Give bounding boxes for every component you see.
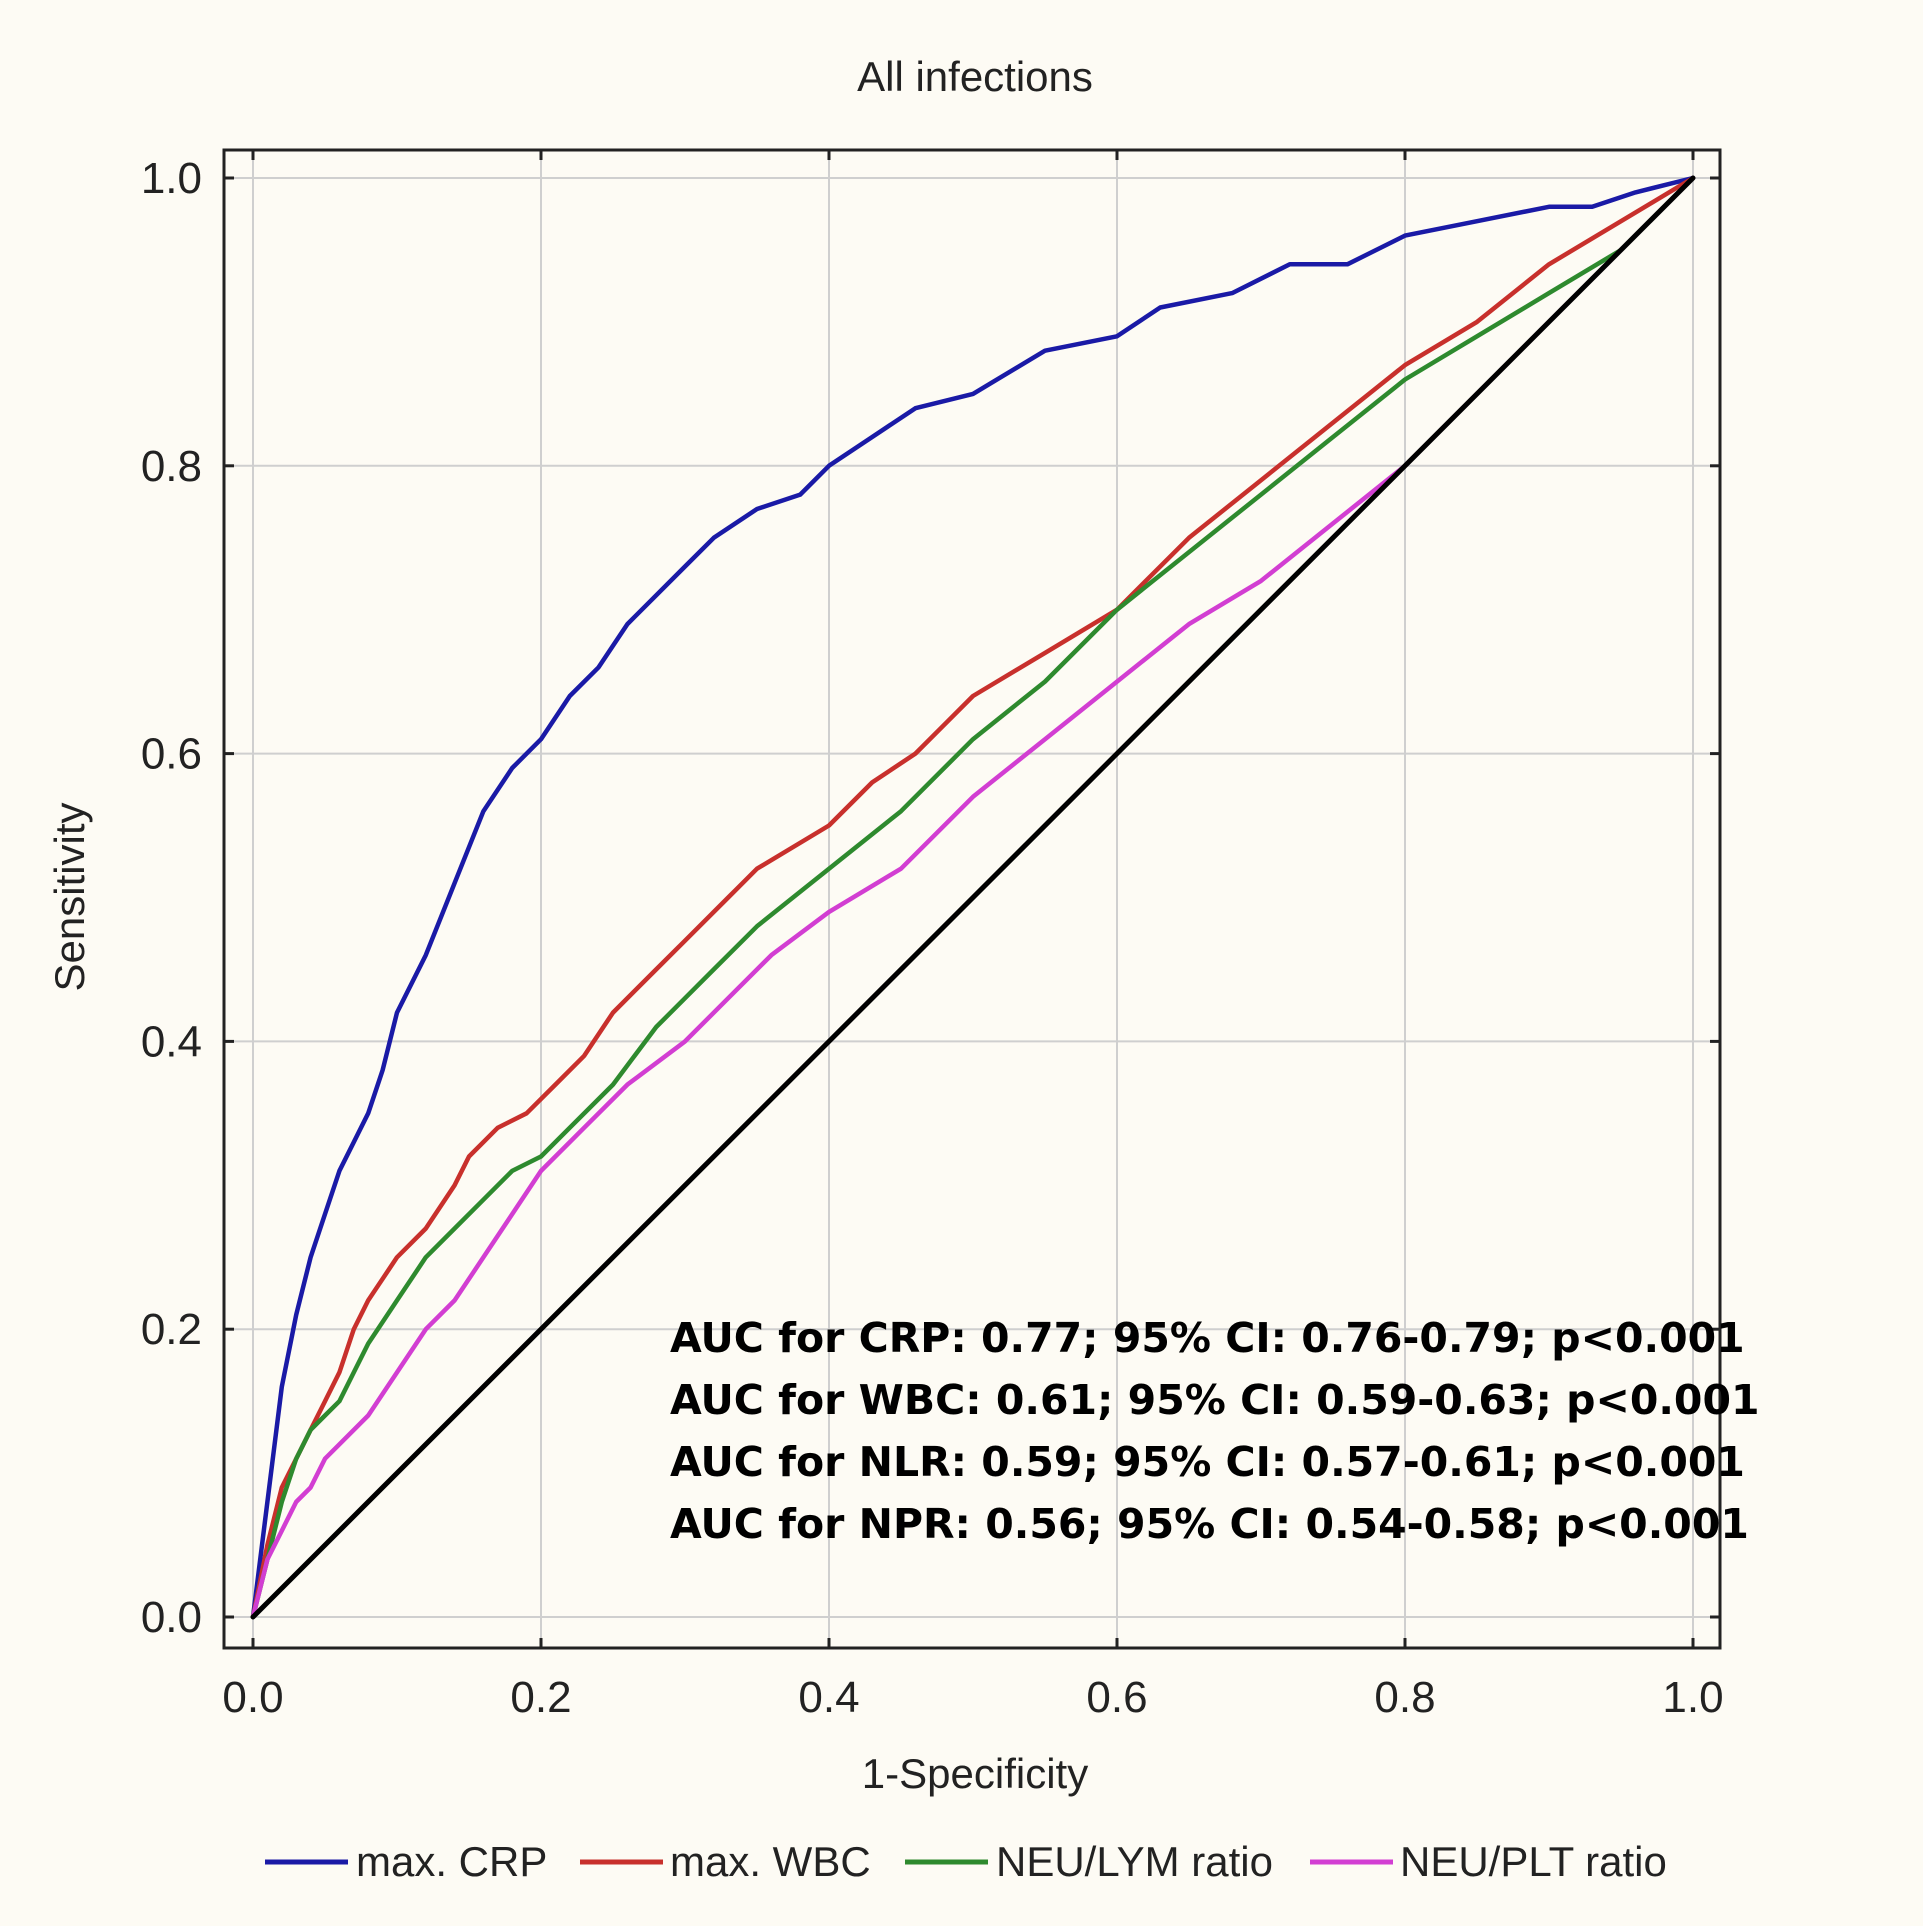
plot-frame [222, 148, 1722, 1650]
x-tick-label: 0.0 [222, 1673, 283, 1722]
x-tick-label: 0.6 [1086, 1673, 1147, 1722]
legend-label-nlr: NEU/LYM ratio [996, 1838, 1273, 1885]
auc-annotations: AUC for CRP: 0.77; 95% CI: 0.76-0.79; p<… [670, 1314, 1760, 1548]
y-tick-label: 0.2 [141, 1305, 202, 1354]
x-axis-ticks: 0.0 0.2 0.4 0.6 0.8 1.0 [222, 150, 1724, 1722]
x-tick-label: 1.0 [1662, 1673, 1723, 1722]
legend-label-npr: NEU/PLT ratio [1400, 1838, 1667, 1885]
series-line-neu-lym-ratio [250, 175, 1696, 1620]
y-tick-label: 0.4 [141, 1017, 202, 1066]
chart-title: All infections [857, 53, 1093, 100]
annotation-nlr: AUC for NLR: 0.59; 95% CI: 0.57-0.61; p<… [670, 1438, 1745, 1486]
x-tick-label: 0.8 [1374, 1673, 1435, 1722]
legend: max. CRP max. WBC NEU/LYM ratio NEU/PLT … [265, 1838, 1667, 1885]
x-tick-label: 0.2 [510, 1673, 571, 1722]
y-axis-ticks: 0.0 0.2 0.4 0.6 0.8 1.0 [141, 154, 1720, 1642]
x-axis-label: 1-Specificity [862, 1750, 1088, 1797]
x-tick-label: 0.4 [798, 1673, 859, 1722]
y-tick-label: 0.8 [141, 442, 202, 491]
series-line-max-crp [250, 175, 1696, 1620]
annotation-wbc: AUC for WBC: 0.61; 95% CI: 0.59-0.63; p<… [670, 1376, 1760, 1424]
y-tick-label: 0.0 [141, 1593, 202, 1642]
y-tick-label: 1.0 [141, 154, 202, 203]
series-lines [250, 175, 1696, 1620]
y-tick-label: 0.6 [141, 730, 202, 779]
legend-label-crp: max. CRP [356, 1838, 547, 1885]
annotation-crp: AUC for CRP: 0.77; 95% CI: 0.76-0.79; p<… [670, 1314, 1745, 1362]
annotation-npr: AUC for NPR: 0.56; 95% CI: 0.54-0.58; p<… [670, 1500, 1749, 1548]
series-line-neu-plt-ratio [250, 175, 1696, 1620]
y-axis-label: Sensitivity [46, 802, 93, 991]
series-line-reference [250, 175, 1696, 1620]
series-line-max-wbc [250, 175, 1696, 1620]
grid [224, 150, 1720, 1648]
legend-label-wbc: max. WBC [670, 1838, 871, 1885]
